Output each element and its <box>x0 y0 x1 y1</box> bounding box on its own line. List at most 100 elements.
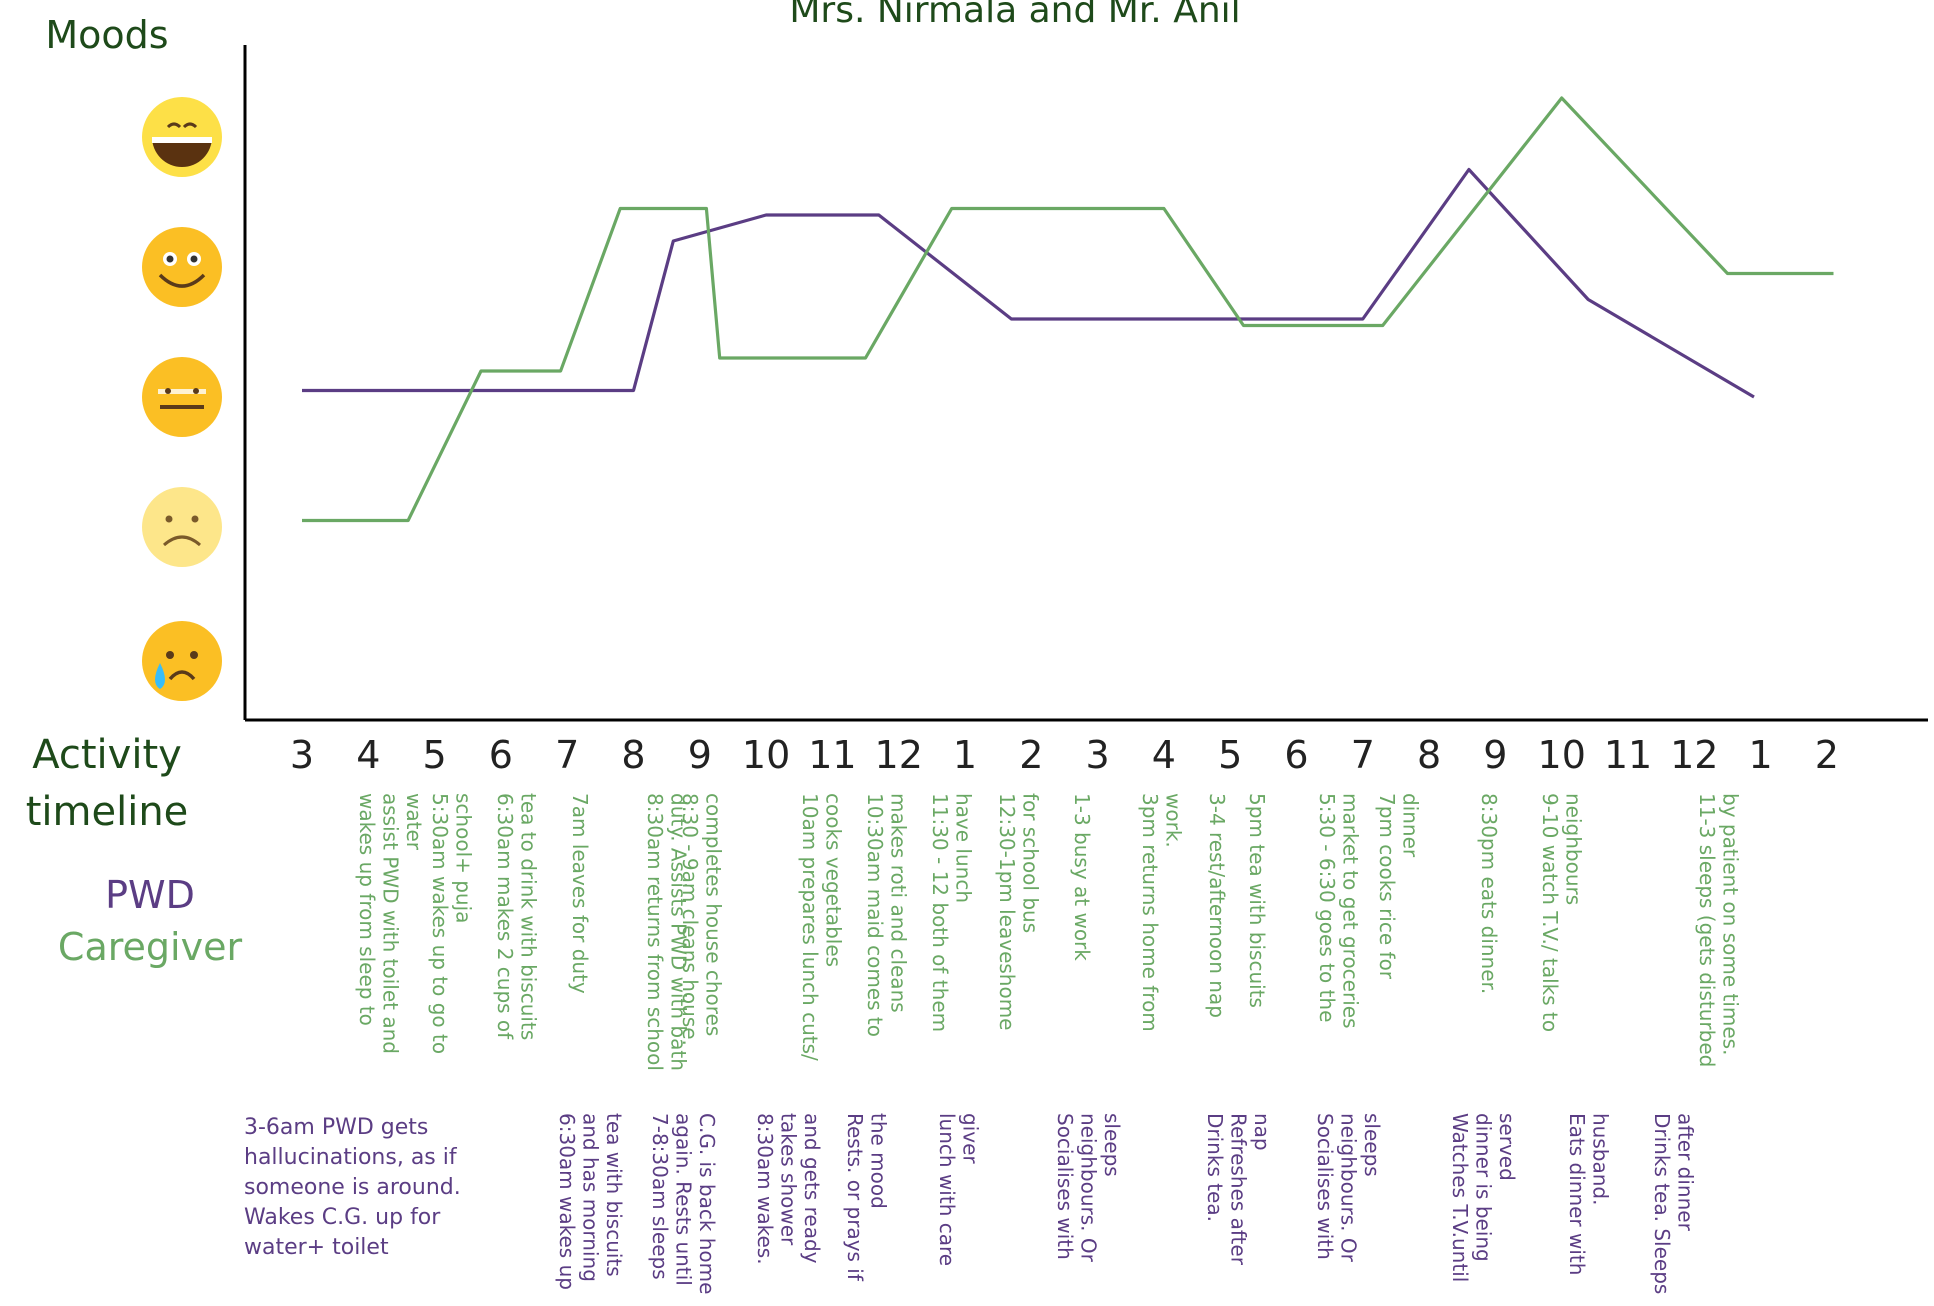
caregiver-note: 11:30 - 12 both of themhave lunch <box>928 793 976 1032</box>
chart-title: Mrs. Nirmala and Mr. Anil <box>789 0 1240 31</box>
pwd-note: Drinks tea. Sleepsafter dinner <box>1650 1113 1698 1294</box>
caregiver-note: 8:30 - 9am cleans house.completes house … <box>678 793 726 1046</box>
mood-icons <box>142 97 222 701</box>
crying-face-icon <box>142 621 222 701</box>
x-tick-label: 11 <box>808 733 856 777</box>
x-tick-label: 4 <box>356 733 380 777</box>
pwd-note: Socialises withneighbours. Orsleeps <box>1313 1113 1384 1263</box>
svg-text:wakes up from sleep toassist P: wakes up from sleep toassist PWD with to… <box>355 793 426 1054</box>
x-tick-label: 7 <box>1351 733 1375 777</box>
caregiver-note: 12:30-1pm leaveshomefor school bus <box>995 793 1043 1031</box>
x-tick-label: 5 <box>423 733 447 777</box>
svg-text:12:30-1pm leaveshomefor school: 12:30-1pm leaveshomefor school bus <box>995 793 1043 1031</box>
sad-face-icon <box>142 487 222 567</box>
caregiver-note: 11-3 sleeps (gets disturbedby patient on… <box>1695 793 1743 1067</box>
x-axis-label-line1: Activity <box>32 732 182 778</box>
x-tick-label: 2 <box>1815 733 1839 777</box>
pwd-note: Drinks tea.Refreshes afternap <box>1203 1113 1274 1266</box>
caregiver-note: 5pm tea with biscuits <box>1245 793 1269 1008</box>
svg-text:5pm tea with biscuits: 5pm tea with biscuits <box>1245 793 1269 1008</box>
series-line-caregiver <box>302 96 1834 523</box>
x-tick-label: 3 <box>1086 733 1110 777</box>
pwd-note: 6:30am wakes upand has morningtea with b… <box>555 1113 626 1290</box>
x-tick-label: 10 <box>742 733 790 777</box>
svg-text:Socialises withneighbours. Ors: Socialises withneighbours. Orsleeps <box>1313 1113 1384 1263</box>
svg-text:5:30 - 6:30 goes to themarket: 5:30 - 6:30 goes to themarket to get gro… <box>1315 793 1363 1029</box>
x-tick-labels: 3 4 5 6 7 8 9 10 11 12 1 2 3 4 5 6 7 8 9 10 11 12 1 2 <box>290 733 1839 777</box>
pwd-note: 8:30am wakes.takes showerand gets ready <box>753 1113 824 1265</box>
caregiver-note: 10am prepares lunch cuts/cooks vegetable… <box>798 793 846 1061</box>
svg-text:3-4 rest/afternoon nap: 3-4 rest/afternoon nap <box>1205 793 1229 1018</box>
caregiver-note: 7am leaves for duty <box>568 793 592 994</box>
svg-text:Eats dinner withhusband.: Eats dinner withhusband. <box>1565 1113 1613 1275</box>
caregiver-note: wakes up from sleep toassist PWD with to… <box>355 793 426 1054</box>
x-tick-label: 6 <box>489 733 513 777</box>
x-tick-label: 1 <box>1749 733 1773 777</box>
caregiver-note: 8:30pm eats dinner. <box>1477 793 1501 994</box>
y-axis-label: Moods <box>45 13 168 57</box>
svg-text:Drinks tea. Sleepsafter dinner: Drinks tea. Sleepsafter dinner <box>1650 1113 1698 1294</box>
svg-text:6:30am wakes upand has morning: 6:30am wakes upand has morningtea with b… <box>555 1113 626 1290</box>
x-tick-label: 11 <box>1604 733 1652 777</box>
pwd-note: Rests. or prays ifthe mood <box>843 1113 891 1282</box>
svg-text:5:30am wakes up to go toschool: 5:30am wakes up to go toschool+ puja <box>428 793 476 1054</box>
caregiver-notes: wakes up from sleep toassist PWD with to… <box>355 793 1743 1071</box>
svg-text:10am prepares lunch cuts/cooks: 10am prepares lunch cuts/cooks vegetable… <box>798 793 846 1061</box>
x-tick-label: 8 <box>621 733 645 777</box>
svg-text:Drinks tea.Refreshes afternap: Drinks tea.Refreshes afternap <box>1203 1113 1274 1266</box>
caregiver-note: 10:30am maid comes tomakes roti and clea… <box>863 793 911 1037</box>
x-tick-label: 6 <box>1284 733 1308 777</box>
svg-text:lunch with caregiver: lunch with caregiver <box>935 1113 983 1266</box>
x-tick-label: 2 <box>1019 733 1043 777</box>
x-tick-label: 5 <box>1218 733 1242 777</box>
neutral-face-icon <box>142 357 222 437</box>
svg-text:8:30pm eats dinner.: 8:30pm eats dinner. <box>1477 793 1501 994</box>
x-tick-label: 12 <box>1670 733 1718 777</box>
pwd-note: Watches T.V.untildinner is beingserved <box>1448 1113 1519 1282</box>
svg-text:11-3 sleeps (gets disturbedby: 11-3 sleeps (gets disturbedby patient on… <box>1695 793 1743 1067</box>
svg-text:8:30am wakes.takes showerand g: 8:30am wakes.takes showerand gets ready <box>753 1113 824 1265</box>
smiling-face-icon <box>142 227 222 307</box>
caregiver-note: 3-4 rest/afternoon nap <box>1205 793 1229 1018</box>
x-tick-label: 9 <box>688 733 712 777</box>
x-tick-label: 12 <box>875 733 923 777</box>
laughing-face-icon <box>142 97 222 177</box>
svg-text:Socialises withneighbours. Ors: Socialises withneighbours. Orsleeps <box>1053 1113 1124 1263</box>
pwd-note: Eats dinner withhusband. <box>1565 1113 1613 1275</box>
caregiver-note: 5:30 - 6:30 goes to themarket to get gro… <box>1315 793 1363 1029</box>
svg-text:Watches T.V.untildinner is bei: Watches T.V.untildinner is beingserved <box>1448 1113 1519 1282</box>
series-line-pwd <box>302 167 1755 399</box>
caregiver-note: 3pm returns home fromwork. <box>1138 793 1186 1032</box>
series-lines <box>302 96 1834 523</box>
pwd-note: lunch with caregiver <box>935 1113 983 1266</box>
pwd-note: Socialises withneighbours. Orsleeps <box>1053 1113 1124 1263</box>
caregiver-note: 1-3 busy at work <box>1070 793 1094 961</box>
legend-pwd: PWD <box>105 873 195 917</box>
caregiver-note: 7pm cooks rice fordinner <box>1375 793 1423 980</box>
x-axis-label-line2: timeline <box>26 789 189 835</box>
legend-caregiver: Caregiver <box>58 925 243 969</box>
x-tick-label: 9 <box>1483 733 1507 777</box>
x-tick-label: 7 <box>555 733 579 777</box>
svg-text:9-10 watch T.V./ talks toneigh: 9-10 watch T.V./ talks toneighbours <box>1538 793 1586 1032</box>
svg-text:Rests. or prays ifthe mood: Rests. or prays ifthe mood <box>843 1113 891 1282</box>
pwd-notes: 3-6am PWD gets hallucinations, as if someo… <box>244 1113 1698 1294</box>
x-tick-label: 3 <box>290 733 314 777</box>
svg-text:8:30am returns from schoolduty: 8:30am returns from schoolduty. Assists … <box>643 793 691 1071</box>
svg-text:7-8:30am sleepsagain. Rests un: 7-8:30am sleepsagain. Rests untilC.G. is… <box>648 1113 719 1294</box>
caregiver-note: 5:30am wakes up to go toschool+ puja <box>428 793 476 1054</box>
svg-text:7am leaves for duty: 7am leaves for duty <box>568 793 592 994</box>
svg-text:10:30am maid comes tomakes rot: 10:30am maid comes tomakes roti and clea… <box>863 793 911 1037</box>
svg-text:3pm returns home fromwork.: 3pm returns home fromwork. <box>1138 793 1186 1032</box>
svg-text:8:30 - 9am cleans house.comple: 8:30 - 9am cleans house.completes house … <box>678 793 726 1046</box>
caregiver-note: 9-10 watch T.V./ talks toneighbours <box>1538 793 1586 1032</box>
pwd-note-hallucinations: 3-6am PWD gets hallucinations, as if someo… <box>244 1115 461 1260</box>
x-tick-label: 1 <box>953 733 977 777</box>
svg-text:11:30 - 12 both of themhave lu: 11:30 - 12 both of themhave lunch <box>928 793 976 1032</box>
caregiver-note: 6:30am makes 2 cups oftea to drink with … <box>493 793 541 1040</box>
x-tick-label: 4 <box>1152 733 1176 777</box>
svg-text:6:30am makes 2 cups oftea to d: 6:30am makes 2 cups oftea to drink with … <box>493 793 541 1040</box>
svg-text:1-3 busy at work: 1-3 busy at work <box>1070 793 1094 961</box>
svg-text:7pm cooks rice fordinner: 7pm cooks rice fordinner <box>1375 793 1423 980</box>
